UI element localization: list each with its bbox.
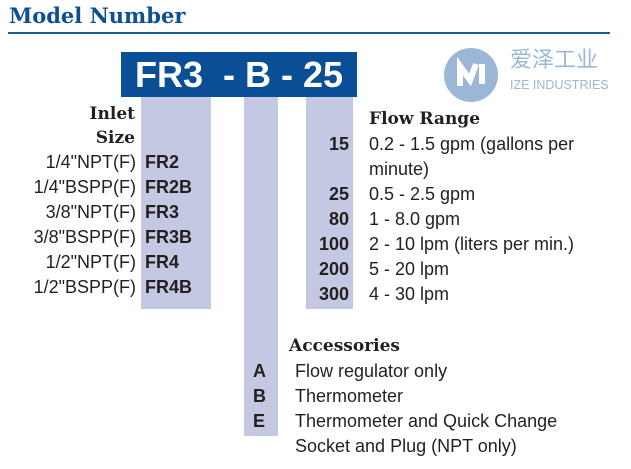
inlet-code: FR4B <box>145 277 193 297</box>
inlet-code: FR3B <box>145 227 193 247</box>
flow-column <box>306 97 353 309</box>
accessory-desc: Flow regulator only <box>295 361 448 381</box>
model-code-banner: FR3 - B - 25 <box>121 52 357 97</box>
logo <box>442 46 500 109</box>
inlet-size: 3/8"BSPP(F) <box>33 227 136 247</box>
inlet-size: 1/4"BSPP(F) <box>33 177 136 197</box>
flow-code: 100 <box>318 234 349 254</box>
page-title: Model Number <box>9 3 186 28</box>
inlet-size: 1/2"NPT(F) <box>45 252 136 272</box>
flow-desc: 1 - 8.0 gpm <box>369 209 461 229</box>
inlet-code: FR2B <box>145 177 193 197</box>
inlet-size: 3/8"NPT(F) <box>45 202 136 222</box>
inlet-code: FR4 <box>145 252 180 272</box>
inlet-code: FR3 <box>145 202 180 222</box>
logo-cn: 爱泽工业 <box>510 47 599 72</box>
accessory-code: B <box>253 386 266 406</box>
accessory-column <box>244 97 278 436</box>
flow-heading: Flow Range <box>369 109 481 129</box>
inlet-code: FR2 <box>145 152 180 172</box>
inlet-column <box>141 97 211 309</box>
flow-desc: 2 - 10 lpm (liters per min.) <box>369 234 575 254</box>
inlet-heading: Inlet <box>89 104 135 124</box>
accessory-desc: Thermometer and Quick Change <box>295 411 558 431</box>
flow-desc: 5 - 20 lpm <box>369 259 450 279</box>
flow-code: 200 <box>318 259 349 279</box>
flow-desc: 0.5 - 2.5 gpm <box>369 184 476 204</box>
accessory-desc-cont: Socket and Plug (NPT only) <box>295 436 517 456</box>
accessories-heading: Accessories <box>289 336 400 356</box>
flow-code: 300 <box>318 284 349 304</box>
size-heading: Size <box>95 128 135 148</box>
logo-icon <box>444 48 498 102</box>
flow-desc: 4 - 30 lpm <box>369 284 450 304</box>
flow-desc-cont: minute) <box>369 159 430 179</box>
flow-code: 25 <box>328 184 349 204</box>
accessory-code: A <box>253 361 266 381</box>
accessory-code: E <box>253 411 266 431</box>
flow-desc: 0.2 - 1.5 gpm (gallons per <box>369 134 575 154</box>
logo-en: IZE INDUSTRIES <box>510 78 609 92</box>
inlet-size: 1/4"NPT(F) <box>45 152 136 172</box>
flow-code: 80 <box>328 209 349 229</box>
inlet-size: 1/2"BSPP(F) <box>33 277 136 297</box>
accessory-desc: Thermometer <box>295 386 404 406</box>
flow-code: 15 <box>328 134 349 154</box>
title-rule <box>8 32 610 34</box>
